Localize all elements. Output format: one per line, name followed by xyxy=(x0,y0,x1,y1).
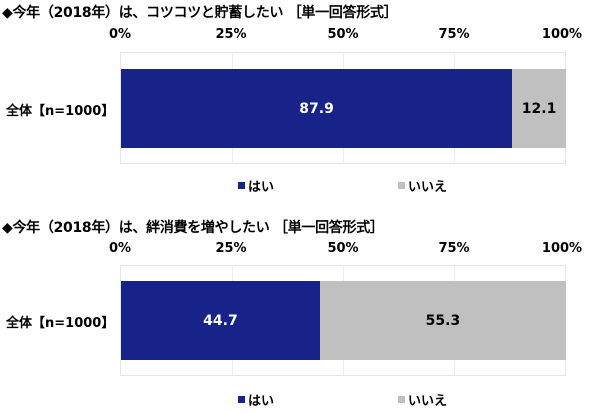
x-tick-50: 50% xyxy=(327,241,359,256)
x-tick-0: 0% xyxy=(108,27,132,42)
legend-label: いいえ xyxy=(408,394,448,409)
stacked-bar: 44.7 55.3 xyxy=(121,281,566,360)
legend-swatch-icon xyxy=(238,182,245,189)
x-tick-0: 0% xyxy=(108,241,132,256)
legend-label: はい xyxy=(248,394,275,409)
x-tick-75: 75% xyxy=(438,27,470,42)
chart-title: ◆今年（2018年）は、コツコツと貯蓄したい ［単一回答形式］ xyxy=(2,5,398,21)
bar-segment-yes: 87.9 xyxy=(121,69,513,148)
bar-segment-yes: 44.7 xyxy=(121,281,320,360)
x-tick-75: 75% xyxy=(438,241,470,256)
legend-swatch-icon xyxy=(398,396,405,403)
bar-segment-no: 12.1 xyxy=(512,69,566,148)
plot-area: 87.9 12.1 xyxy=(120,52,566,164)
legend-item-no: いいえ xyxy=(398,390,447,409)
plot-area: 44.7 55.3 xyxy=(120,265,566,376)
category-label: 全体【n=1000】 xyxy=(6,104,115,119)
category-label: 全体【n=1000】 xyxy=(6,316,115,331)
legend-swatch-icon xyxy=(238,396,245,403)
legend-item-no: いいえ xyxy=(398,176,447,195)
legend-item-yes: はい xyxy=(238,390,274,409)
legend-label: いいえ xyxy=(408,180,448,195)
x-tick-100: 100% xyxy=(541,241,583,256)
stacked-bar: 87.9 12.1 xyxy=(121,69,566,148)
x-tick-25: 25% xyxy=(215,241,247,256)
x-tick-100: 100% xyxy=(541,27,583,42)
legend-item-yes: はい xyxy=(238,176,274,195)
bar-segment-no: 55.3 xyxy=(319,281,566,360)
chart-title: ◆今年（2018年）は、絆消費を増やしたい ［単一回答形式］ xyxy=(2,220,384,236)
x-tick-25: 25% xyxy=(215,27,247,42)
legend-label: はい xyxy=(248,180,275,195)
x-tick-50: 50% xyxy=(327,27,359,42)
legend-swatch-icon xyxy=(398,182,405,189)
